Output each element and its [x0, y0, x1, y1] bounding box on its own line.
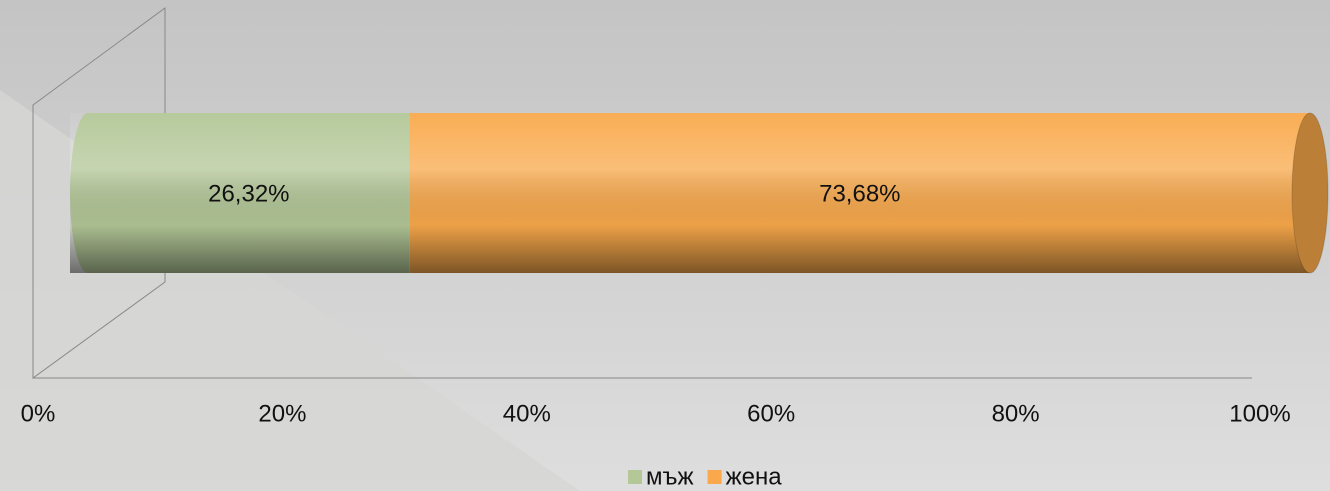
x-tick-label: 80% — [992, 400, 1040, 427]
x-tick-label: 0% — [21, 400, 56, 427]
wall — [32, 7, 166, 379]
x-tick-label: 100% — [1229, 400, 1290, 427]
x-tick-label: 20% — [258, 400, 306, 427]
data-label: 26,32% — [208, 180, 289, 207]
x-tick-label: 40% — [503, 400, 551, 427]
x-tick-label: 60% — [747, 400, 795, 427]
legend-swatch — [707, 470, 722, 484]
data-label: 73,68% — [819, 180, 900, 207]
bar-end — [1291, 112, 1329, 274]
bar-shade — [70, 113, 410, 273]
bar-shade — [409, 113, 1311, 273]
legend-swatch — [628, 470, 642, 484]
legend-label: мъж — [646, 463, 694, 490]
legend-label: жена — [726, 463, 783, 490]
